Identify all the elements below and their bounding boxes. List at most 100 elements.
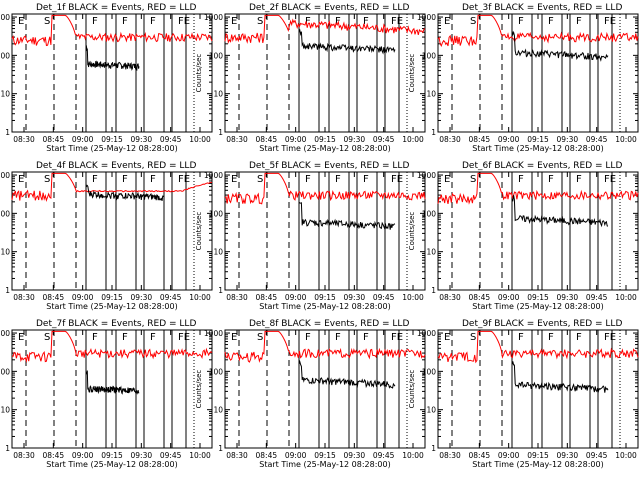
lld-series [437,14,639,48]
x-tick-label: 09:00 [72,451,94,460]
x-tick-label: 08:30 [439,293,461,302]
x-tick-label: 09:45 [373,451,395,460]
marker-label: FE [604,332,616,343]
x-tick-label: 08:45 [256,293,278,302]
y-tick-label: 1000 [0,13,10,22]
y-tick-label: 1 [5,444,10,453]
y-tick-label: 1000 [417,329,436,338]
marker-label: FE [604,174,616,185]
marker-label: F [363,16,369,27]
x-tick-label: 08:45 [469,451,491,460]
y-tick-label: 1000 [417,13,436,22]
events-series [298,359,396,389]
x-tick-label: 09:30 [131,451,153,460]
plot-panel: Det_7f BLACK = Events, RED = LLD 1 10 100 10… [0,319,213,469]
x-tick-label: 08:45 [43,293,65,302]
marker-label: S [44,174,50,185]
events-series [298,201,396,231]
marker-label: F [335,332,341,343]
marker-label: FE [178,332,190,343]
marker-label: F [576,16,582,27]
marker-label: S [470,16,476,27]
plot-panel: Det_6f BLACK = Events, RED = LLD 1 10 100 10… [408,161,639,311]
marker-label: F [305,332,311,343]
x-tick-label: 09:45 [586,451,608,460]
marker-label: E [18,174,24,185]
x-tick-label: 09:00 [498,451,520,460]
x-tick-label: 09:45 [586,135,608,144]
y-tick-label: 1 [218,286,223,295]
marker-label: F [548,332,554,343]
plot-frame [437,171,639,291]
marker-label: FE [391,16,403,27]
plot-title: Det_3f BLACK = Events, RED = LLD [462,3,622,13]
x-tick-label: 10:00 [615,293,637,302]
plot-title: Det_6f BLACK = Events, RED = LLD [462,161,622,171]
x-tick-label: 09:30 [344,451,366,460]
x-tick-label: 09:45 [160,135,182,144]
y-tick-label: 10 [213,406,223,415]
plot-panel: Det_9f BLACK = Events, RED = LLD 1 10 100 10… [408,319,639,469]
plot-panel: Det_1f BLACK = Events, RED = LLD 1 10 100 10… [0,3,213,153]
y-tick-label: 100 [209,51,224,60]
x-tick-label: 09:00 [285,135,307,144]
marker-label: E [444,332,450,343]
x-tick-label: 09:00 [72,293,94,302]
x-tick-label: 09:15 [101,293,123,302]
marker-label: F [363,174,369,185]
marker-label: F [518,332,524,343]
x-tick-label: 08:45 [469,293,491,302]
plot-title: Det_4f BLACK = Events, RED = LLD [36,161,196,171]
marker-label: S [44,16,50,27]
x-tick-label: 10:00 [615,451,637,460]
x-tick-label: 09:15 [314,451,336,460]
x-tick-label: 09:30 [131,135,153,144]
lld-series [11,14,213,47]
y-axis-label: Counts/sec [408,370,416,409]
marker-label: S [257,174,263,185]
marker-label: E [18,332,24,343]
marker-label: F [548,16,554,27]
y-tick-label: 1000 [417,171,436,180]
x-axis-label: Start Time (25-May-12 08:28:00) [46,460,177,469]
x-tick-label: 09:45 [586,293,608,302]
x-tick-label: 09:45 [160,293,182,302]
x-tick-label: 09:15 [527,293,549,302]
marker-label: F [518,16,524,27]
x-tick-label: 10:00 [402,135,424,144]
x-tick-label: 09:00 [285,451,307,460]
x-tick-label: 08:30 [439,451,461,460]
y-tick-label: 1000 [204,13,223,22]
x-tick-label: 09:15 [101,451,123,460]
plot-frame [224,171,426,291]
marker-label: F [122,332,128,343]
y-tick-label: 1000 [204,329,223,338]
x-tick-label: 08:30 [13,135,35,144]
y-tick-label: 10 [426,90,436,99]
marker-label: F [122,174,128,185]
x-tick-label: 09:30 [344,293,366,302]
x-tick-label: 09:45 [160,451,182,460]
events-series [511,195,609,228]
y-tick-label: 100 [0,209,10,218]
plot-frame [437,13,639,133]
y-tick-label: 1 [431,128,436,137]
y-tick-label: 100 [422,367,437,376]
plot-panel: Det_8f BLACK = Events, RED = LLD 1 10 100 10… [195,319,426,469]
x-tick-label: 10:00 [402,293,424,302]
events-series [85,370,140,395]
x-tick-label: 10:00 [189,451,211,460]
marker-label: E [231,16,237,27]
plot-panel: Det_2f BLACK = Events, RED = LLD 1 10 100 10… [195,3,426,153]
events-series [85,45,140,72]
marker-label: F [92,332,98,343]
marker-label: F [576,332,582,343]
x-axis-label: Start Time (25-May-12 08:28:00) [259,460,390,469]
marker-label: F [305,174,311,185]
marker-label: S [44,332,50,343]
marker-label: F [150,332,156,343]
marker-label: F [150,174,156,185]
x-tick-label: 09:15 [314,293,336,302]
plot-title: Det_1f BLACK = Events, RED = LLD [36,3,196,13]
